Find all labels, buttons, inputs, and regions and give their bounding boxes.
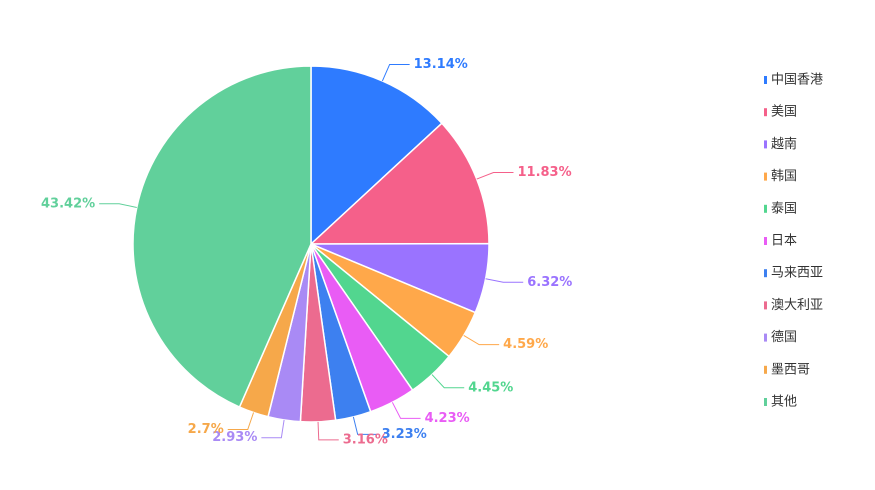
data-label: 4.59% (503, 337, 548, 352)
data-label: 11.83% (517, 165, 571, 180)
legend-label: 美国 (771, 105, 797, 120)
legend-marker (764, 108, 767, 117)
leader-line (352, 416, 378, 435)
legend-label: 墨西哥 (771, 362, 810, 377)
leader-line (261, 419, 285, 439)
leader-line (381, 63, 410, 82)
leader-line (99, 203, 137, 208)
legend-label: 其他 (771, 395, 797, 410)
pie-slice (310, 65, 443, 246)
leader-line (463, 334, 500, 346)
data-label: 2.93% (212, 430, 257, 445)
legend-marker (764, 204, 767, 213)
legend-marker (764, 398, 767, 406)
data-label: 2.7% (188, 422, 224, 437)
data-label: 6.32% (527, 275, 572, 290)
leader-line (476, 171, 514, 180)
data-label: 4.45% (468, 380, 513, 395)
legend-label: 越南 (771, 136, 797, 152)
legend-marker (764, 140, 767, 149)
legend-marker (764, 269, 767, 278)
legend-label: 澳大利亚 (771, 297, 823, 313)
legend-marker (764, 301, 767, 310)
legend-label: 中国香港 (771, 73, 823, 88)
legend-marker (764, 365, 767, 374)
leader-line (391, 402, 421, 419)
legend-label: 德国 (771, 330, 797, 345)
legend-label: 泰国 (771, 201, 797, 216)
legend-marker (764, 237, 767, 245)
pie-slice (309, 122, 490, 245)
data-label: 13.14% (414, 57, 468, 72)
data-label: 43.42% (41, 196, 95, 211)
data-label: 3.23% (382, 427, 427, 442)
data-label: 4.23% (425, 411, 470, 426)
leader-line (317, 421, 339, 441)
legend-marker (764, 333, 767, 342)
leader-line (431, 374, 465, 389)
legend-label: 韩国 (771, 169, 797, 184)
legend-label: 马来西亚 (771, 266, 823, 281)
data-label: 3.16% (343, 432, 388, 447)
leader-line (227, 412, 255, 431)
legend-marker (764, 172, 767, 181)
leader-line (485, 278, 524, 283)
legend-marker (764, 76, 767, 84)
legend-label: 日本 (771, 234, 797, 249)
